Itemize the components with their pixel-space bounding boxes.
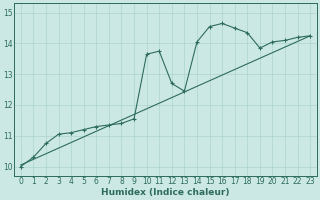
X-axis label: Humidex (Indice chaleur): Humidex (Indice chaleur) (101, 188, 230, 197)
